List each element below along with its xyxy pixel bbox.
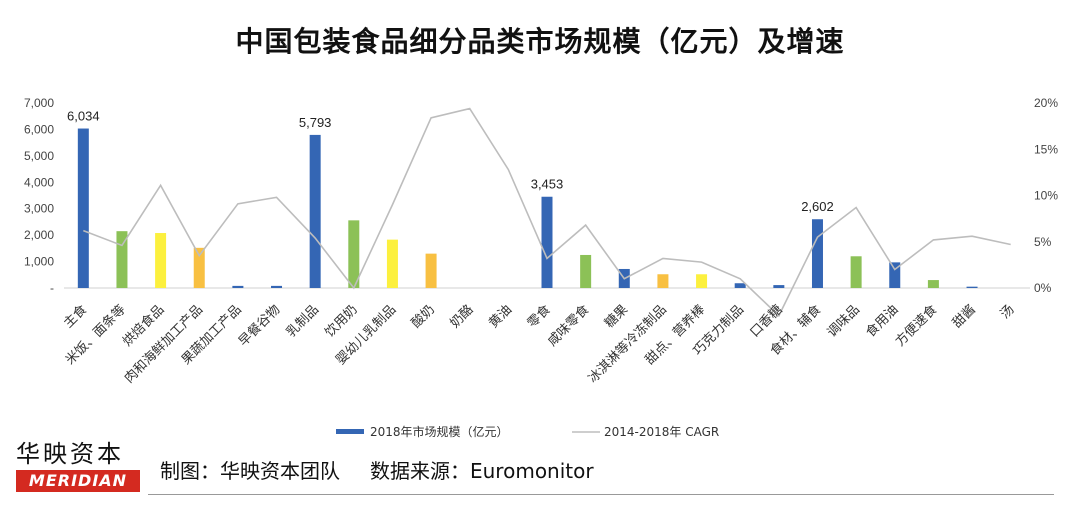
bar [541,196,553,288]
chart-title: 中国包装食品细分品类市场规模（亿元）及增速 [235,25,845,58]
y-left-tick-label: 1,000 [24,255,54,269]
category-label: 甜酱 [949,302,979,332]
bar [889,262,901,288]
bar [966,286,978,288]
category-label: 黄油 [486,302,515,331]
y-right-tick-label: 20% [1034,96,1058,110]
brand-logo-meridian: MERIDIAN [16,470,140,492]
bar [425,253,437,288]
y-left-tick-label: 5,000 [24,149,54,163]
brand-name-cn: 华映资本 [16,440,124,468]
footer-note: 制图：华映资本团队 数据来源：Euromonitor [160,455,594,484]
data-label: 2,602 [801,199,834,214]
bar [116,231,128,288]
category-label: 酸奶 [409,302,438,331]
bar [850,256,862,288]
legend-bar-swatch [336,429,364,434]
cagr-line [83,107,1011,318]
legend-bar-label: 2018年市场规模（亿元） [370,424,509,439]
labels-layer: 6,034 5,7933,4532,602主食米饭、面条等烘焙食品肉和海鲜加工产品… [60,109,1017,387]
bar [927,280,939,288]
data-label: 6,034 [67,109,100,124]
category-label: 奶酪 [447,302,477,332]
cagr-line-layer [83,107,1011,318]
bar [811,219,823,288]
category-label: 调味品 [825,302,863,340]
bars-layer [77,128,978,288]
chart-area: - 1,000 2,000 3,000 4,000 5,000 6,000 7,000 0% 5%… [24,96,1058,439]
bar [386,239,398,288]
bar [580,254,592,288]
y-left-tick-label: 3,000 [24,202,54,216]
bar [734,283,746,288]
footer-divider [148,494,1054,495]
footer-source: 数据来源：Euromonitor [370,459,594,483]
category-label: 口香糖 [747,302,786,341]
y-right-tick-label: 10% [1034,189,1058,203]
y-left-tick-label: 6,000 [24,122,54,136]
legend-line-label: 2014-2018年 CAGR [604,425,719,439]
y-left-tick-label: 7,000 [24,96,54,110]
y-left-tick-label: 4,000 [24,175,54,189]
data-label: 5,793 [299,115,332,130]
bar [155,233,167,288]
bar [193,247,205,288]
footer-made-by: 制图：华映资本团队 [160,459,340,483]
category-label: 咸味零食 [544,302,592,350]
category-label: 糖果 [601,302,631,332]
bar [77,128,89,288]
category-label: 食用油 [863,302,902,341]
category-label: 汤 [998,302,1018,322]
y-left-tick-label: 2,000 [24,228,54,242]
category-label: 主食 [60,302,90,332]
y-right-tick-label: 5% [1034,235,1052,249]
bar [348,220,360,288]
bar [657,274,669,288]
category-label: 早餐谷物 [235,302,283,350]
bar [696,274,708,288]
y-left-tick-label: - [50,281,54,295]
bar [271,285,283,288]
y-right-tick-label: 0% [1034,281,1052,295]
legend: 2018年市场规模（亿元） 2014-2018年 CAGR [336,424,719,439]
bar [232,285,244,288]
axes-layer: - 1,000 2,000 3,000 4,000 5,000 6,000 7,000 0% 5%… [24,96,1058,295]
category-label: 零食 [524,302,554,332]
bar [773,285,785,288]
category-label: 乳制品 [284,302,322,340]
data-label: 3,453 [531,177,564,192]
category-label: 方便速食 [892,302,940,350]
y-right-tick-label: 15% [1034,142,1058,156]
bar [309,134,321,288]
